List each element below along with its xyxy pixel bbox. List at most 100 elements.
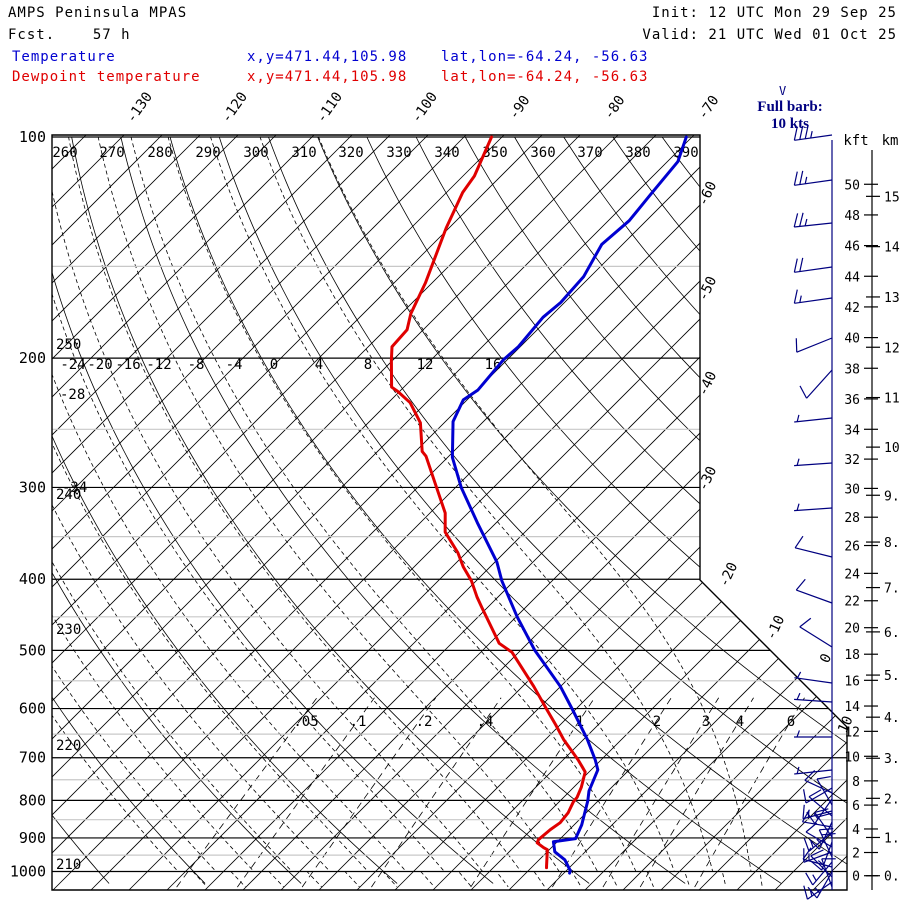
valid-time: Valid: 21 UTC Wed 01 Oct 25 bbox=[642, 27, 897, 43]
mixing-ratio-label: 3 bbox=[702, 714, 710, 730]
theta-label: 220 bbox=[56, 738, 81, 754]
pressure-tick-label: 400 bbox=[19, 570, 46, 588]
mixing-ratio-label: 6 bbox=[787, 714, 795, 730]
km-tick-label: 14. bbox=[884, 241, 900, 256]
legend-dewpoint-label: Dewpoint temperature bbox=[12, 69, 201, 85]
moist-adiabat-label: -34 bbox=[62, 480, 87, 496]
height-scales: kft km02468101214161820222426283032343638… bbox=[843, 133, 900, 890]
km-tick-label: 11. bbox=[884, 392, 900, 407]
km-tick-label: 10. bbox=[884, 441, 900, 456]
kft-tick-label: 2 bbox=[852, 847, 860, 862]
kft-tick-label: 36 bbox=[844, 393, 860, 408]
kft-header: kft bbox=[843, 133, 868, 149]
theta-label: 310 bbox=[291, 145, 316, 161]
theta-label: 210 bbox=[56, 857, 81, 873]
wind-barb bbox=[805, 822, 833, 848]
temperature-latlon: lat,lon=-64.24, -56.63 bbox=[441, 49, 649, 65]
kft-tick-label: 40 bbox=[844, 332, 860, 347]
km-tick-label: 12. bbox=[884, 341, 900, 356]
wind-barb bbox=[794, 535, 833, 558]
theta-label: 250 bbox=[56, 337, 81, 353]
km-tick-label: 6. bbox=[884, 626, 900, 641]
mixing-ratio-label: .4 bbox=[477, 714, 494, 730]
theta-label: 280 bbox=[147, 145, 172, 161]
pressure-tick-label: 1000 bbox=[10, 863, 46, 881]
isotherm-label: -120 bbox=[219, 89, 251, 126]
wind-barb bbox=[795, 337, 833, 353]
moist-adiabat-label: 12 bbox=[417, 357, 434, 373]
isotherm-label: -30 bbox=[695, 464, 720, 494]
kft-tick-label: 10 bbox=[844, 750, 860, 765]
moist-adiabat-label: 0 bbox=[270, 357, 278, 373]
pressure-tick-label: 200 bbox=[19, 349, 46, 367]
pressure-tick-label: 800 bbox=[19, 791, 46, 809]
kft-tick-label: 22 bbox=[844, 595, 860, 610]
km-tick-label: 13. bbox=[884, 291, 900, 306]
km-tick-label: 3. bbox=[884, 752, 900, 767]
background-grid bbox=[52, 135, 847, 890]
moist-adiabat-label: 4 bbox=[315, 357, 323, 373]
theta-label: 240 bbox=[56, 487, 81, 503]
wind-barb bbox=[816, 775, 833, 806]
dewpoint-latlon: lat,lon=-64.24, -56.63 bbox=[441, 69, 649, 85]
kft-tick-label: 16 bbox=[844, 674, 860, 689]
wind-barb bbox=[799, 369, 833, 399]
moist-adiabat-label: -12 bbox=[146, 357, 171, 373]
moist-adiabat-label: -16 bbox=[115, 357, 140, 373]
kft-tick-label: 42 bbox=[844, 301, 860, 316]
isotherm-label: -60 bbox=[695, 179, 720, 209]
moist-adiabat-label: -8 bbox=[188, 357, 205, 373]
mixing-ratio-label: .1 bbox=[350, 714, 367, 730]
theta-label: 270 bbox=[99, 145, 124, 161]
theta-label: 230 bbox=[56, 622, 81, 638]
wind-barb bbox=[807, 871, 833, 899]
theta-label: 380 bbox=[625, 145, 650, 161]
kft-tick-label: 8 bbox=[852, 775, 860, 790]
wind-barb bbox=[794, 458, 833, 467]
isotherm-label: -10 bbox=[763, 613, 788, 643]
moist-adiabat-label: -20 bbox=[87, 357, 112, 373]
theta-label: 330 bbox=[386, 145, 411, 161]
pressure-tick-label: 700 bbox=[19, 749, 46, 767]
kft-tick-label: 4 bbox=[852, 823, 860, 838]
wind-barb bbox=[794, 414, 833, 423]
kft-tick-label: 12 bbox=[844, 725, 860, 740]
isotherm-label: -70 bbox=[695, 93, 723, 123]
dewpoint-trace bbox=[389, 135, 587, 870]
isotherm-label: 10 bbox=[835, 714, 857, 736]
pressure-tick-label: 300 bbox=[19, 478, 46, 496]
km-tick-label: 2. bbox=[884, 792, 900, 807]
theta-label: 300 bbox=[243, 145, 268, 161]
pressure-tick-label: 100 bbox=[19, 128, 46, 146]
wind-barb bbox=[795, 578, 833, 604]
barb-legend-line2: 10 kts bbox=[771, 116, 809, 132]
pressure-tick-label: 500 bbox=[19, 641, 46, 659]
theta-label: 370 bbox=[577, 145, 602, 161]
model-title: AMPS Peninsula MPAS bbox=[8, 5, 188, 21]
kft-tick-label: 18 bbox=[844, 648, 860, 663]
kft-tick-label: 26 bbox=[844, 540, 860, 555]
wind-barb bbox=[803, 831, 833, 852]
isotherm-label: -20 bbox=[716, 560, 741, 590]
moist-adiabat-label: -4 bbox=[226, 357, 243, 373]
kft-tick-label: 14 bbox=[844, 700, 860, 715]
kft-tick-label: 32 bbox=[844, 453, 860, 468]
moist-adiabat-label: -24 bbox=[60, 357, 85, 373]
kft-tick-label: 50 bbox=[844, 178, 860, 193]
kft-tick-label: 20 bbox=[844, 622, 860, 637]
mixing-ratio-label: .2 bbox=[416, 714, 433, 730]
kft-tick-label: 0 bbox=[852, 870, 860, 885]
kft-tick-label: 44 bbox=[844, 270, 860, 285]
wind-barb bbox=[794, 730, 832, 738]
kft-tick-label: 48 bbox=[844, 209, 860, 224]
pressure-lines bbox=[52, 136, 847, 873]
wind-barb bbox=[814, 808, 833, 838]
kft-tick-label: 38 bbox=[844, 362, 860, 377]
km-tick-label: 7. bbox=[884, 582, 900, 597]
wind-barb bbox=[799, 617, 833, 648]
isotherm-label: -40 bbox=[695, 369, 720, 399]
km-tick-label: 0. bbox=[884, 870, 900, 885]
mixing-ratio-label: 2 bbox=[653, 714, 661, 730]
wind-barb bbox=[808, 789, 833, 817]
